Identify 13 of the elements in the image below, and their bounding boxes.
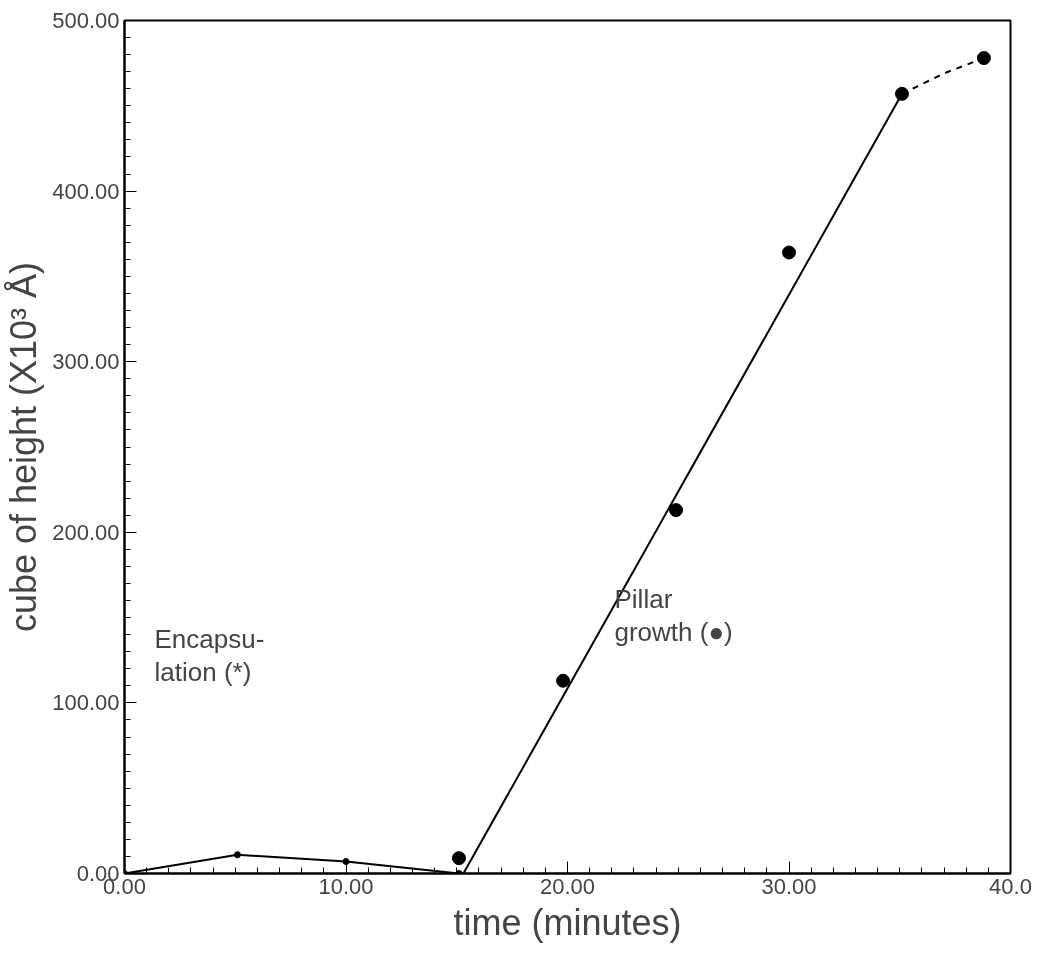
y-axis-title: cube of height (X10³ Å) [3,261,45,633]
x-tick-label: 40.0 [989,873,1032,899]
y-tick-label: 400.00 [52,178,120,204]
x-tick-label: 20.00 [539,873,596,899]
annotation: Encapsu- lation (*) [154,623,265,687]
y-tick-label: 500.00 [52,8,120,33]
y-tick-label: 300.00 [52,349,120,375]
y-tick-label: 200.00 [52,519,120,545]
y-tick-label: 100.00 [52,690,120,716]
annotation: Pillar growth (●) [614,583,733,647]
x-axis-title: time (minutes) [453,901,682,943]
x-tick-label: 10.00 [318,873,374,899]
x-tick-label: 30.00 [761,873,817,899]
